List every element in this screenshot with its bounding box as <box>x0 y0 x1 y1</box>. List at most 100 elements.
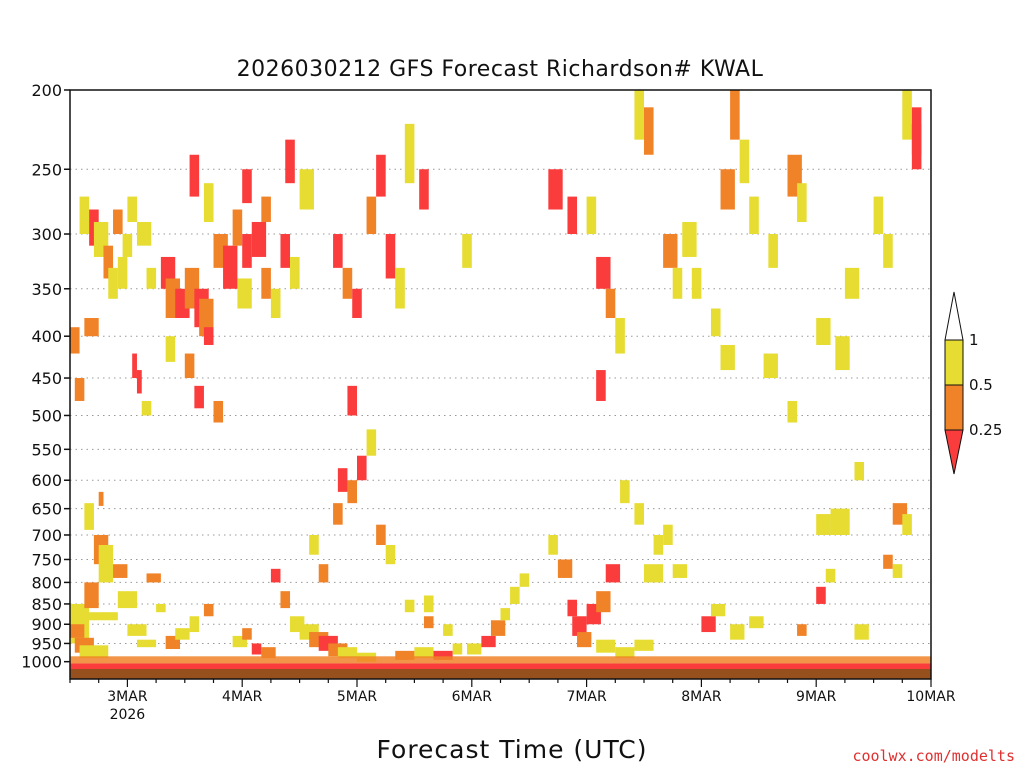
legend-swatch-yellow <box>944 339 964 386</box>
heatmap-cell <box>653 534 664 555</box>
legend-label: 1 <box>969 331 979 349</box>
heatmap-cell <box>280 234 291 268</box>
heatmap-cell <box>376 524 386 545</box>
heatmap-cell <box>242 234 252 268</box>
heatmap-cell <box>280 591 291 609</box>
heatmap-cell <box>577 632 592 648</box>
heatmap-cell <box>423 595 434 613</box>
heatmap-cell <box>79 196 90 235</box>
heatmap-cell <box>299 169 314 210</box>
x-tick-label: 7MAR <box>566 689 607 705</box>
heatmap-cell <box>136 221 152 246</box>
heatmap-cell <box>663 524 673 545</box>
legend-swatch-orange <box>944 384 964 431</box>
chart-title: 2026030212 GFS Forecast Richardson# KWAL <box>237 57 764 82</box>
heatmap-cell <box>261 267 271 299</box>
y-tick-label: 800 <box>31 573 62 592</box>
heatmap-cell <box>194 385 204 409</box>
heatmap-cell <box>261 647 276 659</box>
heatmap-cell <box>720 169 735 210</box>
heatmap-cell <box>103 245 114 279</box>
heatmap-cell <box>710 603 726 617</box>
heatmap-cell <box>270 288 281 318</box>
heatmap-cell <box>672 564 688 578</box>
heatmap-cell <box>113 564 128 578</box>
heatmap-cell <box>232 209 243 246</box>
heatmap-cell <box>830 508 850 535</box>
heatmap-cell <box>816 514 831 535</box>
y-tick-label: 200 <box>31 81 62 100</box>
x-tick-label: 10MAR <box>906 689 955 705</box>
heatmap-cell <box>911 123 922 170</box>
x-axis: 3MAR 2026 4MAR 5MAR 6MAR 7MAR 8MAR 9MAR 10MAR <box>69 679 956 723</box>
heatmap-cell <box>146 573 161 583</box>
heatmap-cell <box>251 221 267 257</box>
heatmap-cell <box>443 624 453 636</box>
heatmap-cell <box>141 400 152 416</box>
heatmap-cell <box>730 90 740 140</box>
heatmap-cell <box>572 616 587 636</box>
heatmap-cell <box>519 573 530 587</box>
heatmap-cell <box>98 491 104 506</box>
heatmap-cell <box>347 385 357 416</box>
heatmap-cell <box>620 480 630 504</box>
heatmap-cell <box>644 107 654 155</box>
heatmap-cell <box>242 628 252 640</box>
heatmap-cell <box>682 221 697 257</box>
heatmap-cell <box>132 353 137 379</box>
heatmap-cell <box>749 196 759 235</box>
heatmap-cell <box>490 620 506 636</box>
boundary-layer-band <box>70 656 931 664</box>
heatmap-cell <box>337 647 357 659</box>
heatmap-cell <box>84 317 99 337</box>
heatmap-cell <box>672 267 683 299</box>
heatmap-cell <box>634 639 654 651</box>
heatmap-cell <box>720 344 735 371</box>
y-tick-label: 750 <box>31 550 62 569</box>
heatmap-cell <box>74 378 85 401</box>
heatmap-cell <box>203 327 214 345</box>
heatmap-cell <box>251 643 262 655</box>
x-tick-label: 6MAR <box>452 689 493 705</box>
heatmap-cell <box>510 586 520 604</box>
legend-label: 0.5 <box>969 376 993 394</box>
ground-layer <box>70 669 931 679</box>
heatmap-cell <box>500 608 511 621</box>
heatmap-cell <box>467 643 482 655</box>
heatmap-cell <box>691 267 702 299</box>
heatmap-cell <box>883 234 893 268</box>
heatmap-cell <box>596 370 606 401</box>
heatmap-cell <box>596 256 611 289</box>
heatmap-cell <box>873 196 884 235</box>
legend-label: 0.25 <box>969 421 1002 439</box>
heatmap-cell <box>787 400 798 423</box>
heatmap-cell <box>567 196 578 235</box>
heatmap-cell <box>730 624 745 640</box>
heatmap-cell <box>644 564 664 583</box>
heatmap-cell <box>548 534 558 555</box>
heatmap-cells <box>70 90 931 673</box>
y-tick-label: 850 <box>31 595 62 614</box>
x-tick-label: 4MAR <box>222 689 263 705</box>
heatmap-cell <box>902 90 912 140</box>
y-tick-label: 950 <box>31 634 62 653</box>
heatmap-cell <box>237 278 252 309</box>
heatmap-cell <box>70 612 118 621</box>
heatmap-cell <box>596 639 616 653</box>
heatmap-cell <box>366 196 377 235</box>
heatmap-cell <box>333 503 343 525</box>
x-tick-label: 3MAR <box>107 689 148 705</box>
heatmap-cell <box>548 169 563 210</box>
heatmap-cell <box>108 267 118 299</box>
heatmap-cell <box>892 564 903 578</box>
heatmap-cell <box>199 298 214 337</box>
heatmap-cell <box>357 455 367 481</box>
heatmap-cell <box>385 234 396 279</box>
heatmap-cell <box>242 169 252 204</box>
heatmap-cell <box>567 599 578 617</box>
x-axis-label: Forecast Time (UTC) <box>377 735 648 764</box>
heatmap-cell <box>127 624 147 636</box>
heatmap-cell <box>232 635 247 648</box>
heatmap-cell <box>261 196 271 222</box>
